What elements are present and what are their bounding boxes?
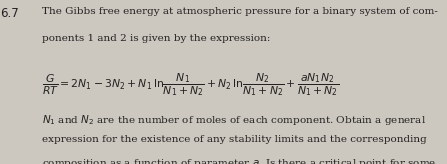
Text: The Gibbs free energy at atmospheric pressure for a binary system of com-: The Gibbs free energy at atmospheric pre… bbox=[42, 7, 439, 16]
Text: ponents 1 and 2 is given by the expression:: ponents 1 and 2 is given by the expressi… bbox=[42, 34, 271, 43]
Text: $N_1$ and $N_2$ are the number of moles of each component. Obtain a general: $N_1$ and $N_2$ are the number of moles … bbox=[42, 113, 426, 127]
Text: 6.7: 6.7 bbox=[0, 7, 19, 20]
Text: expression for the existence of any stability limits and the corresponding: expression for the existence of any stab… bbox=[42, 135, 427, 144]
Text: composition as a function of parameter $a$. Is there a critical point for some: composition as a function of parameter $… bbox=[42, 157, 437, 164]
Text: $\dfrac{G}{RT}=2N_1-3N_2+N_1\,\mathrm{ln}\dfrac{N_1}{N_1+N_2}+N_2\,\mathrm{ln}\d: $\dfrac{G}{RT}=2N_1-3N_2+N_1\,\mathrm{ln… bbox=[42, 71, 340, 98]
